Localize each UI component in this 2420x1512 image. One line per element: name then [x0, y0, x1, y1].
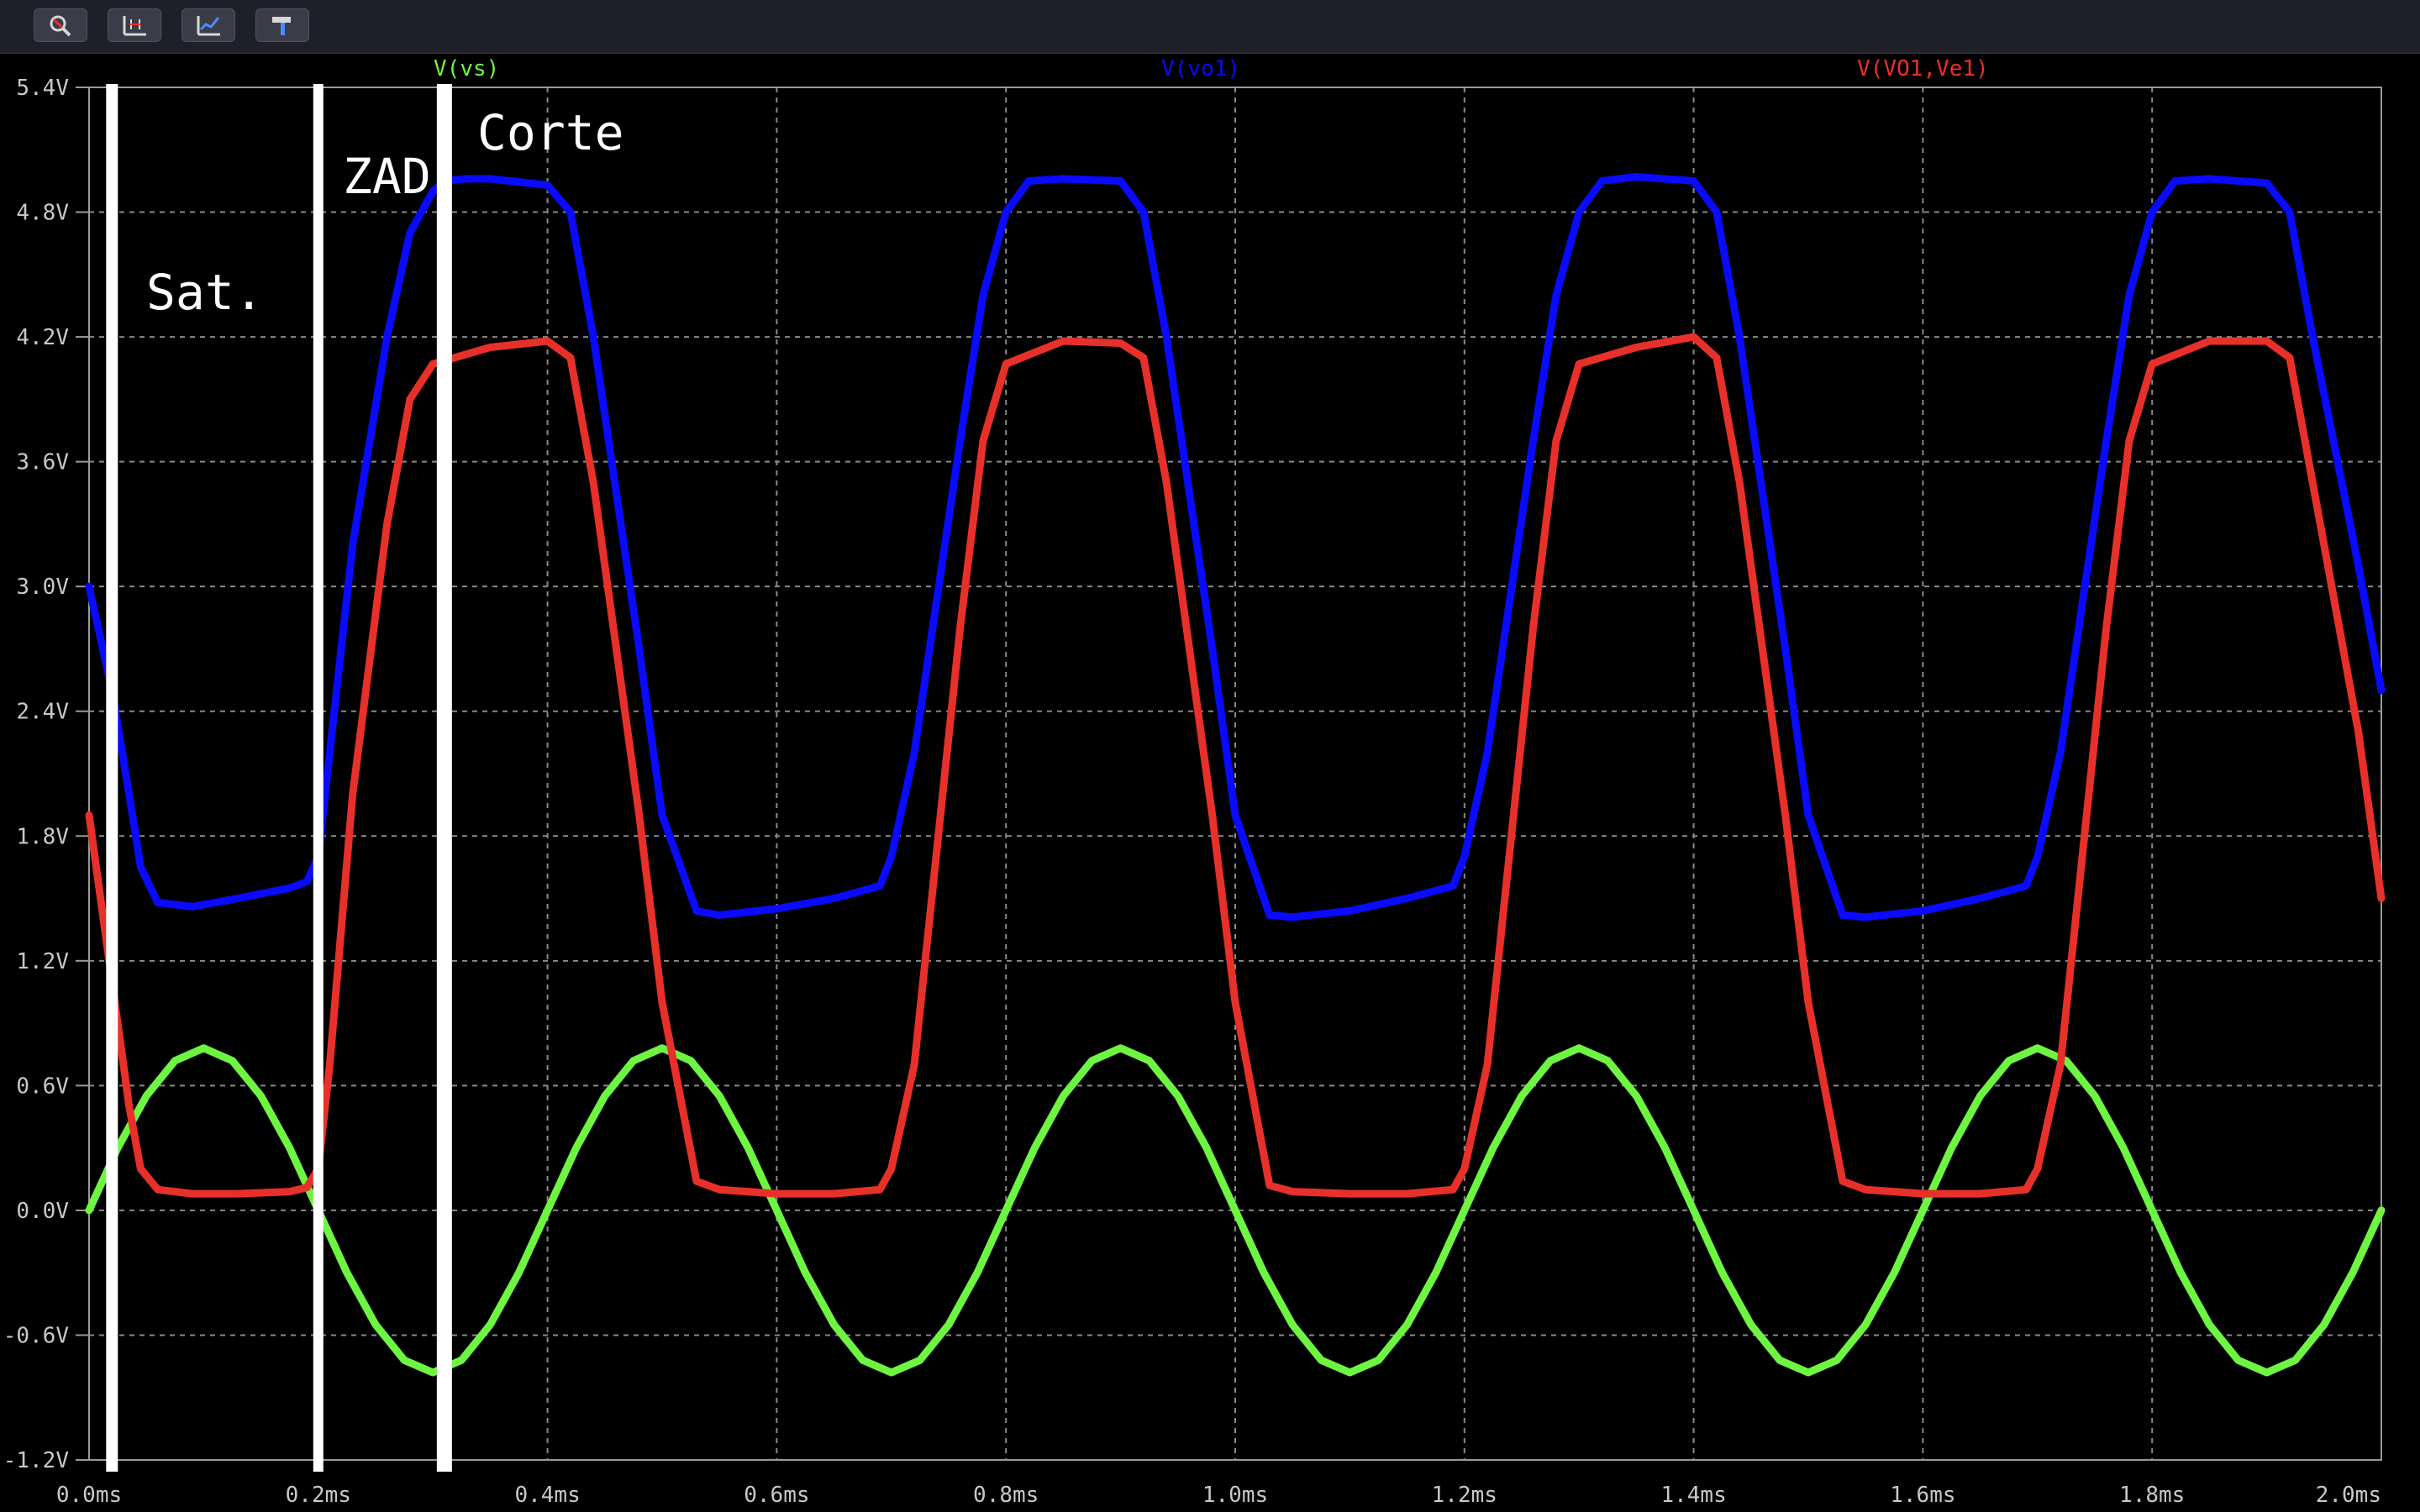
y-tick-label: 4.2V [16, 325, 69, 350]
settings-button[interactable] [255, 8, 309, 42]
x-tick-label: 0.4ms [514, 1483, 580, 1508]
x-tick-label: 1.0ms [1202, 1483, 1268, 1508]
y-tick-label: 0.0V [16, 1199, 69, 1224]
axis-fit-icon [123, 16, 146, 36]
hammer-icon [272, 17, 291, 35]
y-tick-label: 1.2V [16, 949, 69, 974]
annotation-corte: Corte [477, 104, 624, 161]
series-line [85, 333, 2386, 1198]
y-tick-label: 5.4V [16, 76, 69, 101]
annotation-sat: Sat. [146, 264, 264, 321]
legend-entry: V(VO1,Ve1) [1857, 56, 1989, 81]
y-tick-label: 0.6V [16, 1074, 69, 1099]
cursor-marker [436, 84, 452, 1472]
x-tick-label: 1.2ms [1432, 1483, 1497, 1508]
cursor-marker [106, 84, 118, 1472]
series-line [85, 1044, 2386, 1377]
annotation-zad: ZAD [343, 148, 431, 205]
cursor-button[interactable] [182, 8, 235, 42]
y-tick-label: 3.6V [16, 450, 69, 475]
plot-area[interactable]: 5.4V 4.8V 4.2V 3.6V 3.0V 2.4V 1.8V 1.2V 0.6V 0.0V… [0, 52, 2420, 1512]
magnifier-icon [50, 15, 71, 37]
y-tick-label: 3.0V [16, 575, 69, 600]
zoom-tool-button[interactable] [34, 8, 87, 42]
y-tick-label: 1.8V [16, 824, 69, 849]
x-tick-label: 2.0ms [2316, 1483, 2381, 1508]
x-tick-label: 1.4ms [1660, 1483, 1726, 1508]
y-tick-label: 4.8V [16, 201, 69, 226]
y-tick-label: 2.4V [16, 700, 69, 725]
legend-entry: V(vs) [434, 56, 499, 81]
x-tick-label: 1.6ms [1890, 1483, 1955, 1508]
plot-frame [88, 87, 2382, 1461]
x-tick-label: 0.0ms [56, 1483, 122, 1508]
x-tick-label: 1.8ms [2119, 1483, 2185, 1508]
cursor-graph-icon [197, 16, 220, 36]
autorange-button[interactable] [108, 8, 161, 42]
x-tick-label: 0.2ms [286, 1483, 351, 1508]
y-tick-label: -0.6V [3, 1323, 69, 1348]
y-tick-label: -1.2V [3, 1448, 69, 1473]
toolbar [0, 0, 2420, 54]
x-tick-label: 0.6ms [744, 1483, 809, 1508]
series-line [85, 173, 2386, 921]
x-tick-label: 0.8ms [973, 1483, 1039, 1508]
legend-entry: V(vo1) [1161, 56, 1240, 81]
